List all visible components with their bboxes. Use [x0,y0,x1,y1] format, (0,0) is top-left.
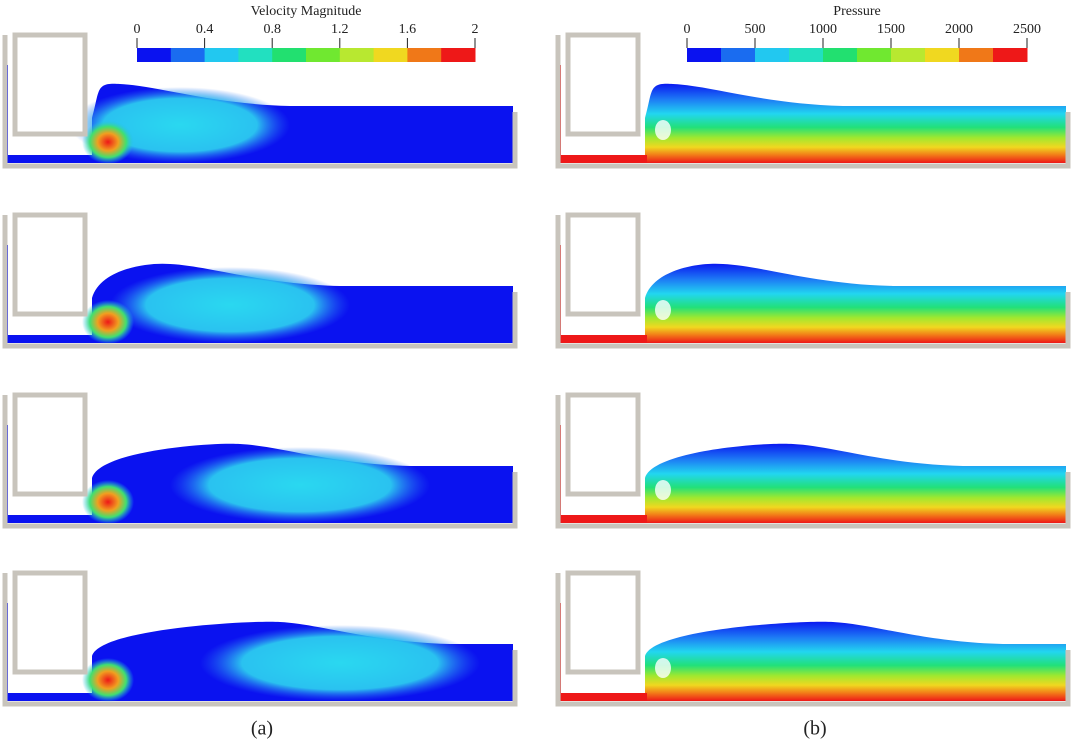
colorbar-tick-label: 2500 [1013,22,1041,37]
vortex [655,658,671,678]
tank-panel [555,32,1071,169]
fluid-strip [561,515,647,523]
colorbar-tick-label: 1500 [877,22,905,37]
tank-wall [555,573,1071,707]
colorbar-tick-label: 0.4 [196,22,214,37]
fluid [645,621,1066,701]
gate-box [12,392,88,497]
colorbar-tick-label: 1000 [809,22,837,37]
tank-panel [2,392,518,529]
fluid-strip [8,155,94,163]
gate-box [12,212,88,317]
colorbar-title: Velocity Magnitude [251,4,362,19]
jet-region [82,480,134,524]
vortex [655,120,671,140]
vortex [655,480,671,500]
fluid-strip [8,693,94,701]
colorbar-tick-label: 0.8 [263,22,281,37]
colorbars: Velocity Magnitude 0 0.4 0.8 1.2 1.6 2 Pressure… [134,4,1041,62]
velocity-region [110,267,350,343]
colorbar-title: Pressure [833,4,880,19]
colorbar-segment [272,48,307,62]
fluid-strip [8,335,94,343]
colorbar-segment [721,48,756,62]
colorbar-segment [238,48,273,62]
colorbar-segment [823,48,858,62]
jet-region [82,120,134,164]
colorbar-segment [891,48,926,62]
velocity-region [200,625,480,701]
gate-box [565,570,641,675]
caption: (a) [251,718,273,740]
colorbar-segment [993,48,1028,62]
tank-panel [2,570,518,707]
fluid [645,83,1066,163]
colorbar-segment [306,48,341,62]
fluid-strip [561,693,647,701]
tank-wall [555,215,1071,349]
colorbar-tick-label: 1.2 [331,22,349,37]
colorbar-segment [857,48,892,62]
colorbar-segment [407,48,442,62]
colorbar-tick-label: 500 [745,22,766,37]
colorbar-segment [925,48,960,62]
colorbar-segment [137,48,172,62]
tank-wall [555,395,1071,529]
colorbar-tick-label: 2 [472,22,479,37]
tank-panel [555,392,1071,529]
fluid-strip [561,155,647,163]
caption: (b) [803,718,826,740]
gate-box [565,212,641,317]
colorbar-tick-label: 2000 [945,22,973,37]
fluid [645,443,1066,523]
panels [2,32,1071,707]
jet-region [82,658,134,702]
gate-box [12,570,88,675]
jet-region [82,300,134,344]
colorbar-tick-label: 0 [134,22,141,37]
fluid-strip [8,515,94,523]
fluid [645,263,1066,343]
colorbar-tick-label: 1.6 [399,22,417,37]
tank-panel [2,32,518,169]
tank-wall [2,215,518,349]
colorbar-tick-label: 0 [684,22,691,37]
gate-box [565,32,641,137]
tank-panel [555,570,1071,707]
colorbar-segment [373,48,408,62]
colorbar-segment [789,48,824,62]
colorbar-segment [687,48,722,62]
colorbar-segment [755,48,790,62]
colorbar-segment [959,48,994,62]
gate-box [565,392,641,497]
tank-wall [2,395,518,529]
colorbar-segment [441,48,476,62]
fluid-strip [561,335,647,343]
colorbar-segment [204,48,239,62]
colorbar-segment [339,48,375,62]
gate-box [12,32,88,137]
tank-wall [2,35,518,169]
colorbar-segment [170,48,206,62]
tank-panel [555,212,1071,349]
tank-wall [555,35,1071,169]
velocity-region [170,447,430,523]
tank-wall [2,573,518,707]
tank-panel [2,212,518,349]
vortex [655,300,671,320]
